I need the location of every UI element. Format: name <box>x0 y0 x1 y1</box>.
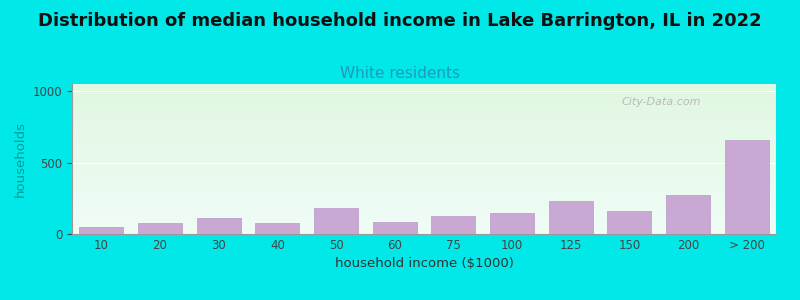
Bar <box>79 227 123 234</box>
Bar <box>138 223 182 234</box>
Bar <box>666 195 710 234</box>
Text: City-Data.com: City-Data.com <box>621 97 701 107</box>
Bar <box>490 213 534 234</box>
Bar <box>197 218 241 234</box>
Bar <box>549 201 593 234</box>
Bar <box>607 211 651 234</box>
Bar <box>431 216 475 234</box>
Y-axis label: households: households <box>14 121 27 197</box>
Bar <box>725 140 769 234</box>
Text: White residents: White residents <box>340 66 460 81</box>
X-axis label: household income ($1000): household income ($1000) <box>334 257 514 270</box>
Bar <box>255 223 299 234</box>
Text: Distribution of median household income in Lake Barrington, IL in 2022: Distribution of median household income … <box>38 12 762 30</box>
Bar <box>314 208 358 234</box>
Bar <box>373 222 417 234</box>
